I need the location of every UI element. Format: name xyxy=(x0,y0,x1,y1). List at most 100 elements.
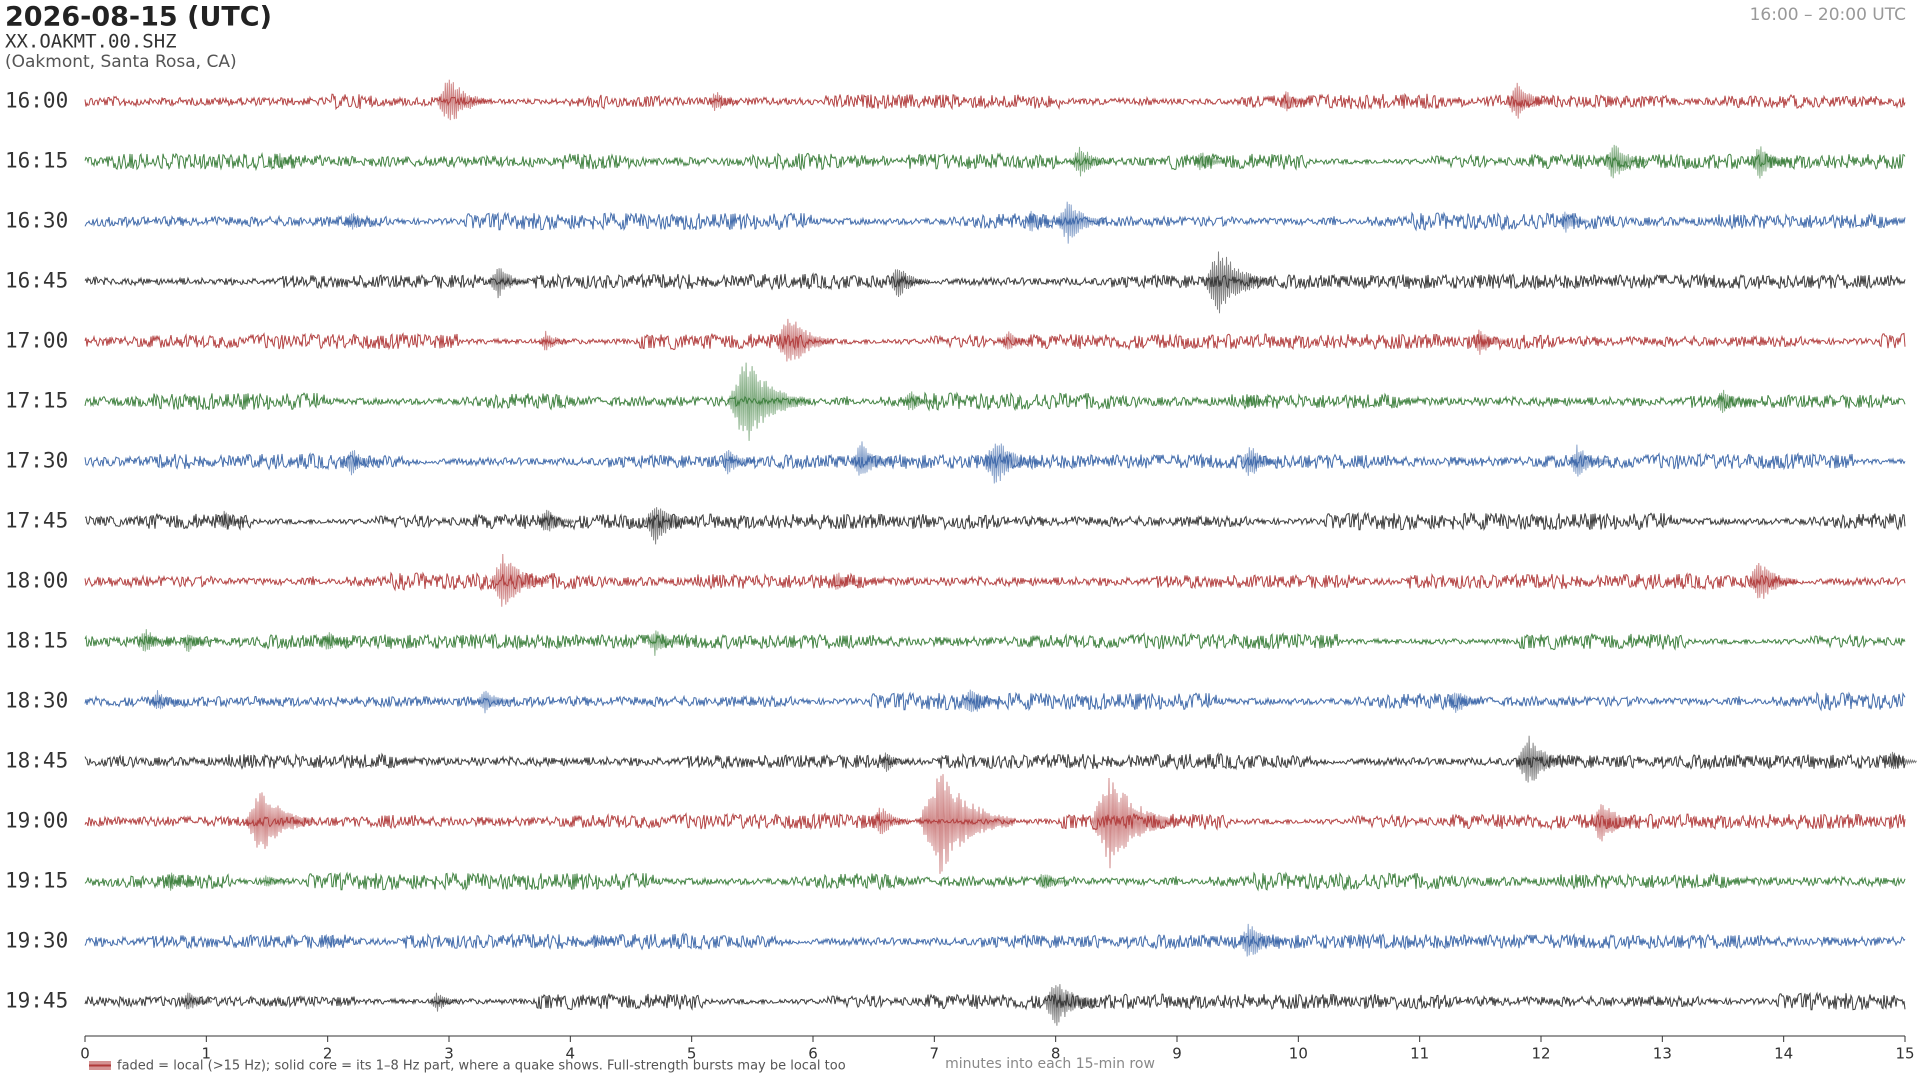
burst xyxy=(476,690,514,714)
trace-noise xyxy=(84,871,1906,892)
trace-noise xyxy=(84,632,1906,651)
burst xyxy=(1042,984,1099,1026)
x-tick-label: 6 xyxy=(808,1045,818,1063)
row-label: 18:15 xyxy=(5,629,68,653)
burst xyxy=(708,92,741,112)
burst xyxy=(643,507,695,545)
burst xyxy=(216,510,249,530)
time-range: 16:00 – 20:00 UTC xyxy=(1750,5,1906,25)
x-tick-label: 0 xyxy=(80,1045,90,1063)
burst xyxy=(1749,146,1792,179)
station-code: XX.OAKMT.00.SHZ xyxy=(5,31,177,53)
burst xyxy=(487,268,530,299)
trace-noise xyxy=(84,211,1906,232)
burst xyxy=(888,269,930,298)
row-label: 18:00 xyxy=(5,569,68,593)
x-tick-label: 14 xyxy=(1774,1045,1793,1063)
trace-noise xyxy=(84,92,1906,111)
row-label: 16:30 xyxy=(5,209,68,233)
burst xyxy=(726,362,811,441)
burst xyxy=(999,331,1032,350)
burst xyxy=(150,690,182,710)
x-tick-label: 13 xyxy=(1653,1045,1672,1063)
burst xyxy=(538,330,571,351)
burst xyxy=(537,509,575,532)
burst xyxy=(1515,735,1572,783)
trace-noise xyxy=(84,752,1906,771)
trace-noise xyxy=(84,511,1906,531)
burst xyxy=(1885,751,1917,770)
burst xyxy=(829,572,862,590)
x-tick-label: 11 xyxy=(1410,1045,1429,1063)
burst xyxy=(1070,146,1112,177)
chart-title: 2026-08-15 (UTC) xyxy=(5,2,272,33)
burst xyxy=(319,632,352,650)
burst xyxy=(869,807,912,835)
burst xyxy=(1035,874,1068,889)
trace-noise xyxy=(84,932,1906,951)
burst xyxy=(902,391,935,411)
burst xyxy=(1747,562,1799,599)
burst xyxy=(1089,777,1178,869)
trace-noise xyxy=(84,691,1906,712)
burst xyxy=(180,992,213,1010)
legend-note: faded = local (>15 Hz); solid core = its… xyxy=(117,1059,846,1074)
x-tick-label: 7 xyxy=(930,1045,940,1063)
x-tick-label: 3 xyxy=(444,1045,454,1063)
x-tick-label: 15 xyxy=(1895,1045,1914,1063)
burst xyxy=(1203,251,1273,314)
trace-noise xyxy=(84,272,1906,291)
trace-noise xyxy=(84,332,1906,351)
burst xyxy=(960,689,1003,713)
burst xyxy=(1602,144,1649,179)
burst xyxy=(1278,91,1311,112)
burst xyxy=(272,153,301,168)
row-label: 17:15 xyxy=(5,389,68,413)
row-label: 16:15 xyxy=(5,149,68,173)
burst xyxy=(1447,692,1485,713)
row-label: 17:00 xyxy=(5,329,68,353)
burst xyxy=(719,449,757,475)
burst xyxy=(774,318,835,362)
burst xyxy=(878,752,910,772)
burst xyxy=(1238,923,1285,957)
burst xyxy=(1557,211,1590,233)
x-tick-label: 5 xyxy=(687,1045,697,1063)
burst xyxy=(136,629,174,652)
burst xyxy=(435,79,492,121)
trace-noise xyxy=(84,391,1906,412)
burst xyxy=(1239,447,1282,476)
burst xyxy=(1055,201,1107,244)
x-tick-label: 9 xyxy=(1172,1045,1182,1063)
row-label: 19:00 xyxy=(5,809,68,833)
burst xyxy=(162,872,195,891)
row-label: 19:45 xyxy=(5,989,68,1013)
burst xyxy=(1243,395,1272,407)
burst xyxy=(1193,152,1226,171)
burst xyxy=(343,450,380,476)
row-label: 19:15 xyxy=(5,869,68,893)
x-tick-label: 8 xyxy=(1051,1045,1061,1063)
station-location: (Oakmont, Santa Rosa, CA) xyxy=(5,52,237,72)
burst xyxy=(260,875,289,887)
x-axis-label: minutes into each 15-min row xyxy=(945,1056,1155,1072)
burst xyxy=(320,934,349,949)
burst xyxy=(588,935,616,949)
row-label: 16:00 xyxy=(5,89,68,113)
x-tick-label: 1 xyxy=(202,1045,212,1063)
row-label: 18:30 xyxy=(5,689,68,713)
burst xyxy=(850,441,897,476)
row-label: 17:45 xyxy=(5,509,68,533)
burst xyxy=(981,443,1038,484)
x-tick-label: 10 xyxy=(1289,1045,1308,1063)
burst xyxy=(1589,804,1641,842)
burst xyxy=(344,213,377,230)
burst xyxy=(1471,329,1509,355)
trace-noise xyxy=(84,991,1906,1011)
burst xyxy=(1567,444,1610,477)
burst xyxy=(1714,389,1752,414)
burst xyxy=(244,792,315,849)
row-label: 16:45 xyxy=(5,269,68,293)
